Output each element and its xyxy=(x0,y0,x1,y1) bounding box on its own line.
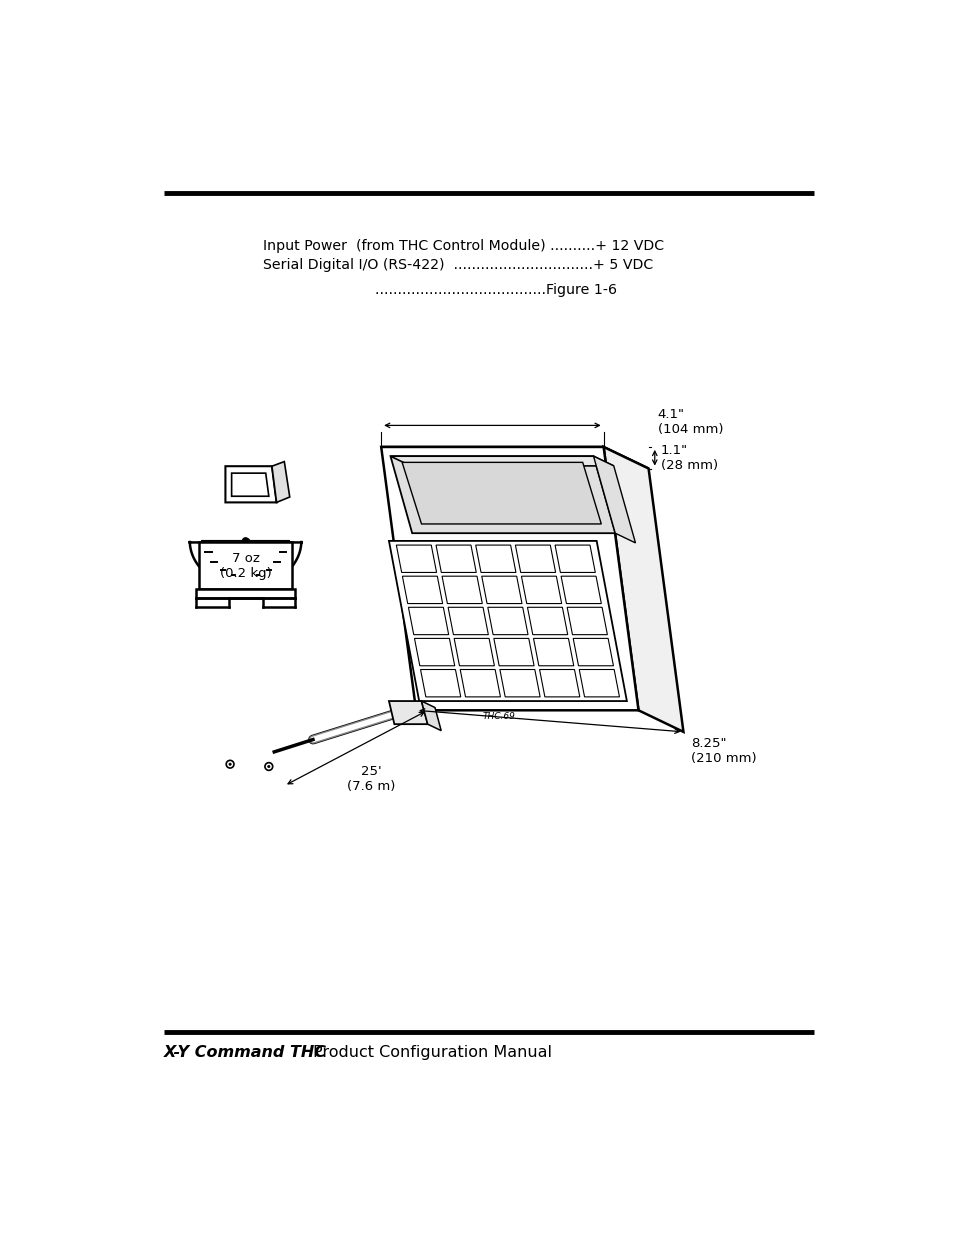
Polygon shape xyxy=(390,456,613,466)
Text: X-Y Command THC: X-Y Command THC xyxy=(164,1046,327,1061)
Text: ......................................Figure 1-6: ......................................Fi… xyxy=(375,283,617,296)
Polygon shape xyxy=(560,577,600,604)
Circle shape xyxy=(226,761,233,768)
Circle shape xyxy=(265,763,273,771)
Polygon shape xyxy=(389,541,626,701)
Polygon shape xyxy=(390,456,615,534)
Circle shape xyxy=(268,766,270,768)
Polygon shape xyxy=(487,608,527,635)
Polygon shape xyxy=(381,447,638,710)
Polygon shape xyxy=(454,638,494,666)
Polygon shape xyxy=(578,669,618,697)
Polygon shape xyxy=(389,701,427,724)
Polygon shape xyxy=(395,545,436,573)
Polygon shape xyxy=(499,669,539,697)
Bar xyxy=(195,589,294,598)
Polygon shape xyxy=(555,545,595,573)
Polygon shape xyxy=(441,577,482,604)
Text: 8.25"
(210 mm): 8.25" (210 mm) xyxy=(691,737,756,766)
Polygon shape xyxy=(272,462,290,503)
Text: 1.1"
(28 mm): 1.1" (28 mm) xyxy=(660,443,718,472)
Polygon shape xyxy=(573,638,613,666)
Polygon shape xyxy=(533,638,573,666)
Polygon shape xyxy=(603,447,682,732)
Polygon shape xyxy=(521,577,561,604)
Text: Serial Digital I/O (RS-422)  ...............................+ 5 VDC: Serial Digital I/O (RS-422) ............… xyxy=(262,258,652,272)
Polygon shape xyxy=(481,577,521,604)
Text: Input Power  (from THC Control Module) ..........+ 12 VDC: Input Power (from THC Control Module) ..… xyxy=(262,240,663,253)
Polygon shape xyxy=(402,577,442,604)
Polygon shape xyxy=(190,541,301,587)
Polygon shape xyxy=(593,456,635,543)
Polygon shape xyxy=(408,608,448,635)
Polygon shape xyxy=(448,608,488,635)
Polygon shape xyxy=(225,466,276,503)
Polygon shape xyxy=(242,538,264,563)
Text: 7 oz
(0.2 kg): 7 oz (0.2 kg) xyxy=(219,552,272,579)
Polygon shape xyxy=(459,669,500,697)
Polygon shape xyxy=(527,608,567,635)
Text: 25'
(7.6 m): 25' (7.6 m) xyxy=(347,764,395,793)
Circle shape xyxy=(229,763,231,766)
Polygon shape xyxy=(436,545,476,573)
Polygon shape xyxy=(476,545,516,573)
Polygon shape xyxy=(402,462,600,524)
Polygon shape xyxy=(414,638,455,666)
Polygon shape xyxy=(515,545,555,573)
Polygon shape xyxy=(539,669,579,697)
Polygon shape xyxy=(421,701,440,731)
Circle shape xyxy=(242,537,249,543)
Bar xyxy=(199,542,292,589)
Polygon shape xyxy=(494,638,534,666)
Polygon shape xyxy=(232,473,269,496)
Polygon shape xyxy=(381,447,648,468)
Text: THC.69: THC.69 xyxy=(482,711,515,721)
Polygon shape xyxy=(567,608,607,635)
Polygon shape xyxy=(420,669,460,697)
Polygon shape xyxy=(202,541,289,577)
Text: 4.1"
(104 mm): 4.1" (104 mm) xyxy=(658,408,722,436)
Text: Product Configuration Manual: Product Configuration Manual xyxy=(313,1046,552,1061)
